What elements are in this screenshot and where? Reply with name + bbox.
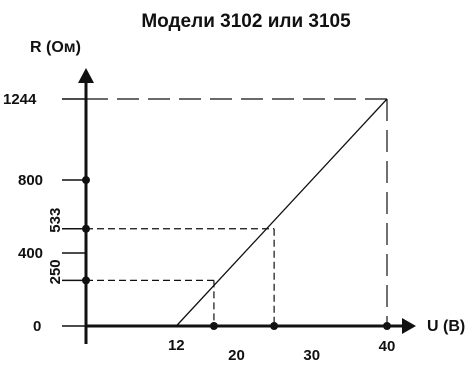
- y-axis-label: R (Ом): [30, 39, 81, 56]
- x-tick-label: 12: [168, 337, 185, 354]
- y-tick-label: 533: [47, 208, 64, 233]
- y-axis-arrow: [78, 68, 94, 83]
- axes: [62, 68, 416, 344]
- x-tick-label: 30: [303, 347, 320, 364]
- y-tick-label: 250: [47, 259, 64, 284]
- x-axis-marker: [383, 322, 391, 330]
- markers: [82, 176, 391, 330]
- y-axis-marker: [82, 224, 90, 233]
- x-tick-label: 40: [379, 338, 396, 355]
- x-axis-marker: [209, 322, 218, 330]
- x-axis-marker: [270, 322, 279, 330]
- guide-lines: [86, 98, 388, 326]
- x-tick-label: 20: [228, 347, 245, 364]
- y-axis-marker: [82, 276, 90, 285]
- y-axis-marker: [82, 176, 90, 185]
- series-line: [175, 98, 388, 327]
- series: [175, 98, 388, 327]
- x-axis-label: U (В): [427, 318, 465, 335]
- x-axis-arrow: [402, 318, 416, 334]
- chart-title: Модели 3102 или 3105: [141, 11, 351, 32]
- y-tick-label: 800: [18, 172, 43, 189]
- y-tick-label: 400: [18, 245, 43, 262]
- y-tick-label: 1244: [3, 91, 37, 108]
- y-tick-label: 0: [33, 318, 41, 335]
